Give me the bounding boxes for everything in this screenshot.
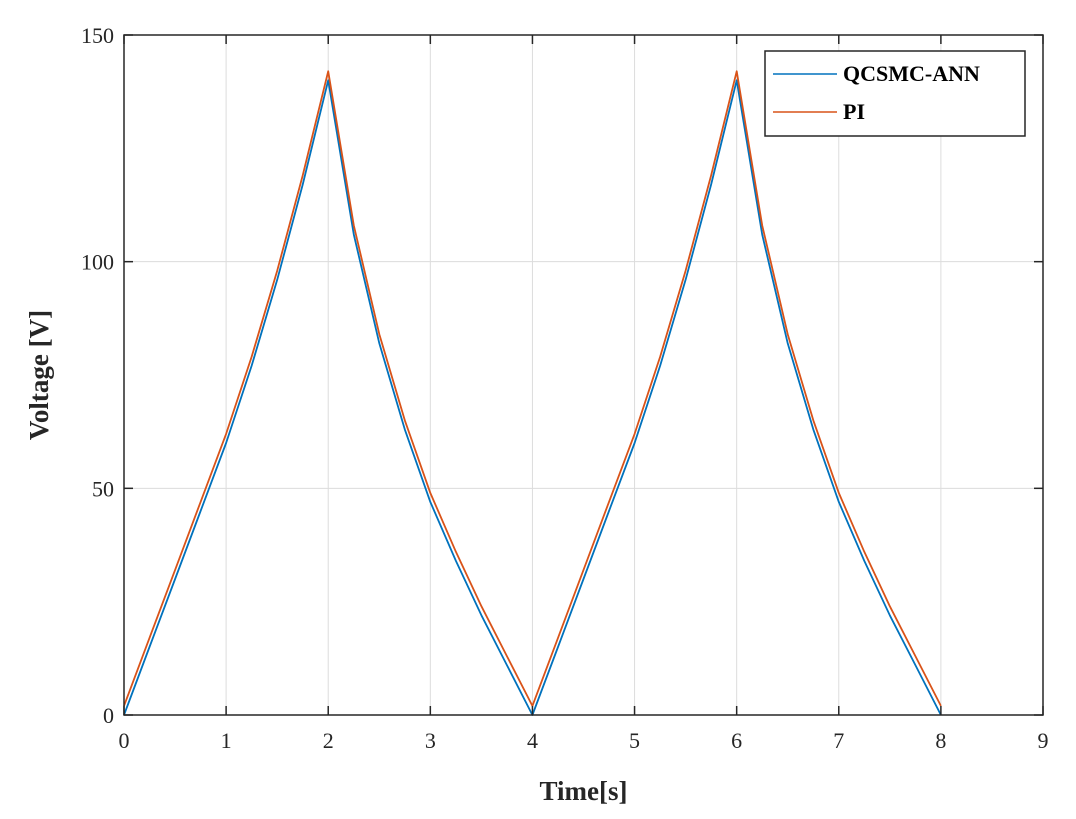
grid [123, 34, 1044, 716]
x-tick-label: 4 [527, 728, 538, 753]
x-tick-label: 6 [731, 728, 742, 753]
y-tick-label: 0 [103, 703, 114, 728]
x-tick-label: 3 [425, 728, 436, 753]
x-tick-label: 8 [935, 728, 946, 753]
x-tick-label: 9 [1038, 728, 1049, 753]
plot-area-frame [123, 34, 1044, 716]
x-tick-label: 1 [221, 728, 232, 753]
y-tick-label: 150 [81, 23, 114, 48]
y-axis-label: Voltage [V] [24, 310, 54, 440]
x-axis-label: Time[s] [540, 776, 628, 806]
legend-box [764, 50, 1026, 137]
x-tick-label: 0 [119, 728, 130, 753]
legend: QCSMC-ANN PI [764, 50, 1026, 137]
series-line-pi [123, 70, 942, 707]
axis-ticks: 0 1 2 3 4 5 6 7 8 9 0 50 100 150 [81, 23, 1049, 753]
x-tick-label: 5 [629, 728, 640, 753]
legend-label-pi: PI [843, 99, 865, 124]
x-tick-label: 2 [323, 728, 334, 753]
y-tick-label: 50 [92, 476, 114, 501]
y-tick-label: 100 [81, 250, 114, 275]
legend-label-qcsmc-ann: QCSMC-ANN [843, 61, 980, 86]
x-tick-label: 7 [833, 728, 844, 753]
